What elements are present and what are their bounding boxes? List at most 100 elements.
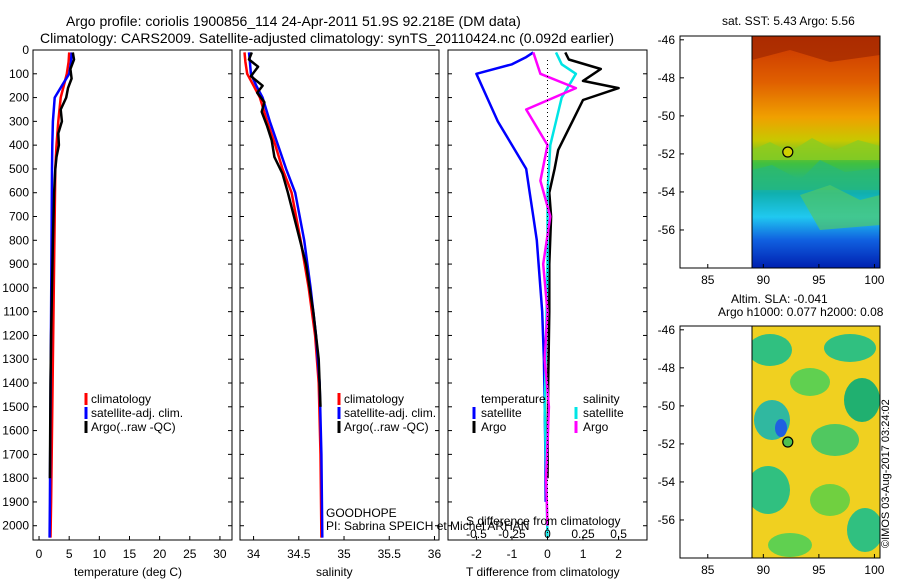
legend-label-satellite: satellite-adj. clim. xyxy=(344,406,436,420)
x-tick-label: 35 xyxy=(337,547,351,561)
sst-front-teal xyxy=(752,160,880,190)
x-tick-label: -2 xyxy=(471,547,482,561)
map-lat-label: -46 xyxy=(658,323,676,337)
x-tick-label: 20 xyxy=(153,547,167,561)
x-tick-label: 2 xyxy=(615,547,622,561)
depth-tick-label: 1800 xyxy=(2,471,29,485)
map-lon-label: 85 xyxy=(701,273,715,287)
sst-map-title: sat. SST: 5.43 Argo: 5.56 xyxy=(722,14,855,28)
differences-line-temperature-satellite xyxy=(475,51,547,502)
x-tick-label: 30 xyxy=(213,547,227,561)
depth-tick-label: 1200 xyxy=(2,328,29,342)
sla-eddy xyxy=(768,533,812,557)
map-lat-label: -48 xyxy=(658,71,676,85)
depth-tick-label: 2000 xyxy=(2,519,29,533)
map-lat-label: -54 xyxy=(658,475,676,489)
map-lon-label: 100 xyxy=(864,563,884,577)
t-diff-xlabel: T difference from climatology xyxy=(466,565,620,579)
legend-label-argo: Argo(..raw -QC) xyxy=(91,420,176,434)
sst-patch-green xyxy=(800,185,880,230)
x-tick-label: 0 xyxy=(36,547,43,561)
map-lon-label: 85 xyxy=(701,563,715,577)
legend-header-temperature: temperature xyxy=(481,392,546,406)
map-lon-label: 100 xyxy=(864,273,884,287)
legend-label-s-argo: Argo xyxy=(583,420,609,434)
map-lat-label: -52 xyxy=(658,147,676,161)
salinity-legend: climatology satellite-adj. clim. Argo(..… xyxy=(337,392,436,434)
depth-tick-label: 300 xyxy=(9,114,29,128)
depth-tick-label: 500 xyxy=(9,162,29,176)
map-lat-label: -48 xyxy=(658,361,676,375)
map-lat-label: -56 xyxy=(658,223,676,237)
depth-tick-label: 100 xyxy=(9,67,29,81)
depth-tick-label: 400 xyxy=(9,138,29,152)
legend-header-salinity: salinity xyxy=(583,392,620,406)
annotation-program: GOODHOPE xyxy=(326,506,397,520)
top-x-tick-label: -0.5 xyxy=(466,527,487,541)
top-x-tick-label: 0 xyxy=(544,527,551,541)
map-lon-label: 95 xyxy=(812,273,826,287)
credit-stamp: ©IMOS 03-Aug-2017 03:24:02 xyxy=(880,399,892,548)
depth-tick-label: 900 xyxy=(9,257,29,271)
depth-tick-label: 1000 xyxy=(2,281,29,295)
map-lat-label: -54 xyxy=(658,185,676,199)
legend-label-argo: Argo(..raw -QC) xyxy=(344,420,429,434)
x-tick-label: 1 xyxy=(580,547,587,561)
map-lat-label: -52 xyxy=(658,437,676,451)
salinity-line-argo-raw-qc- xyxy=(247,51,322,407)
top-x-tick-label: -0.25 xyxy=(498,527,526,541)
sla-eddy xyxy=(844,378,880,422)
differences-line-salinity-argo xyxy=(524,52,578,526)
depth-tick-label: 0 xyxy=(22,43,29,57)
salinity-series xyxy=(243,51,324,538)
depth-tick-label: 1600 xyxy=(2,424,29,438)
x-tick-label: 5 xyxy=(66,547,73,561)
sla-eddy xyxy=(811,424,859,456)
top-x-tick-label: 0.25 xyxy=(571,527,595,541)
depth-tick-label: 1900 xyxy=(2,495,29,509)
depth-axis: 0 100 200 300 400 500 600 700 800 900 1000 1100 1200… xyxy=(2,43,647,533)
legend-label-climatology: climatology xyxy=(344,392,404,406)
depth-tick-label: 700 xyxy=(9,210,29,224)
x-tick-label: 25 xyxy=(183,547,197,561)
sla-eddy xyxy=(752,334,792,366)
depth-tick-label: 800 xyxy=(9,233,29,247)
x-tick-label: 34 xyxy=(247,547,261,561)
salinity-panel xyxy=(239,49,440,541)
top-x-tick-label: 0.5 xyxy=(610,527,627,541)
title-line-1: Argo profile: coriolis 1900856_114 24-Ap… xyxy=(66,13,521,29)
depth-tick-label: 1700 xyxy=(2,447,29,461)
sla-eddy xyxy=(810,484,850,516)
x-axes: 0 5 10 15 20 25 30 34 34.5 35 35.5 36 -2 -1 0 1 2 -0.5 -0.… xyxy=(36,60,627,561)
sla-eddy xyxy=(790,368,830,396)
depth-tick-label: 1300 xyxy=(2,352,29,366)
legend-label-satellite: satellite-adj. clim. xyxy=(91,406,183,420)
map-lat-label: -56 xyxy=(658,513,676,527)
annotation-pi: PI: Sabrina SPEICH et Michel ARHAN xyxy=(326,519,529,533)
x-tick-label: 15 xyxy=(123,547,137,561)
sla-eddy xyxy=(847,508,880,552)
depth-tick-label: 200 xyxy=(9,91,29,105)
temperature-series xyxy=(48,52,76,538)
temperature-line-argo-raw-qc- xyxy=(48,52,76,479)
map-lon-label: 90 xyxy=(757,563,771,577)
x-tick-label: 10 xyxy=(93,547,107,561)
map-lon-label: 95 xyxy=(812,563,826,577)
x-tick-label: -1 xyxy=(507,547,518,561)
differences-line-temperature-argo xyxy=(546,51,620,479)
map-lat-label: -50 xyxy=(658,109,676,123)
temperature-legend: climatology satellite-adj. clim. Argo(..… xyxy=(84,392,183,434)
sla-eddy xyxy=(824,334,876,362)
argo-position-marker xyxy=(782,146,794,158)
map-lat-label: -50 xyxy=(658,399,676,413)
argo-position-marker xyxy=(782,436,794,448)
title-line-2: Climatology: CARS2009. Satellite-adjuste… xyxy=(40,30,614,46)
sla-map-title-2: Argo h1000: 0.077 h2000: 0.08 xyxy=(718,305,884,319)
sla-eddy-core xyxy=(775,419,787,437)
s-diff-xlabel: S difference from climatology xyxy=(466,514,621,528)
depth-tick-label: 1400 xyxy=(2,376,29,390)
temperature-xlabel: temperature (deg C) xyxy=(74,565,182,579)
legend-label-s-satellite: satellite xyxy=(583,406,624,420)
